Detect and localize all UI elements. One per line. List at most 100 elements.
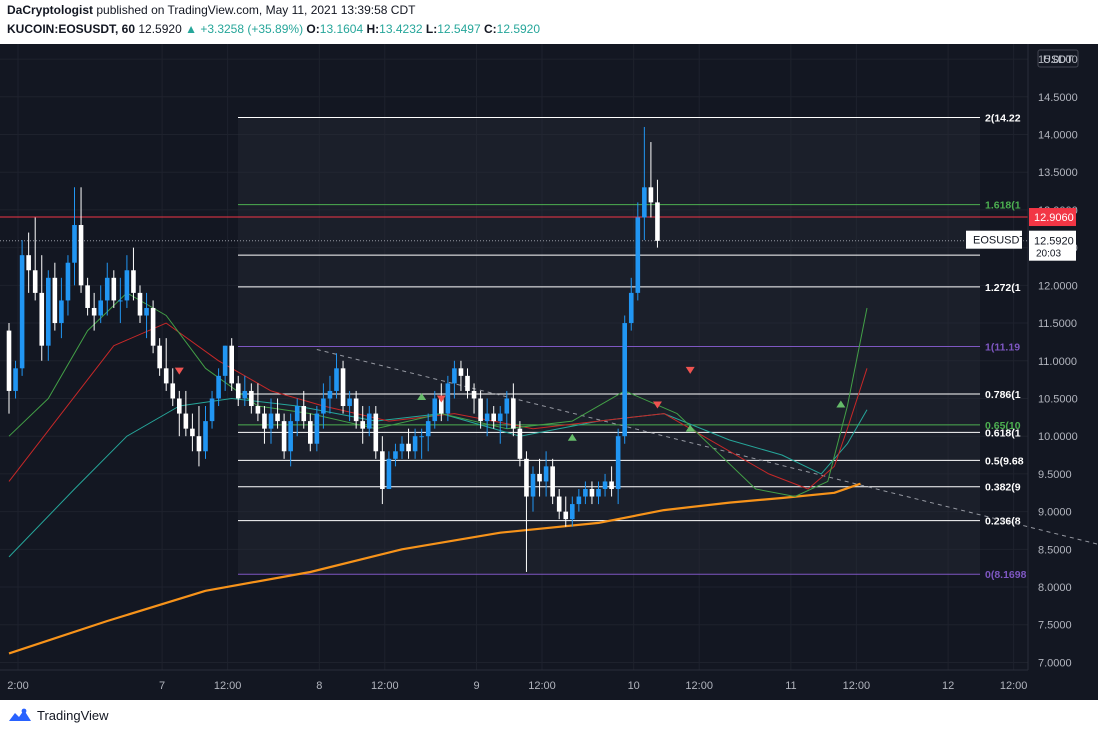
high-value: 13.4232 [379,22,423,36]
fib-level-label: 0.786(1 [985,389,1021,401]
candle-body [59,300,64,324]
candle-body [98,300,103,316]
publish-text: published on TradingView.com, May 11, 20… [96,3,416,17]
candle-body [497,413,503,422]
y-tick-label: 8.5000 [1038,544,1072,556]
candle [399,436,405,459]
y-tick-label: 13.5000 [1038,167,1078,179]
candle [360,406,365,444]
tradingview-branding[interactable]: TradingView [8,707,109,723]
sell-signal-arrow [436,395,446,403]
candle [340,360,346,414]
candle-body [32,270,38,293]
y-tick-label: 9.0000 [1038,507,1072,519]
candle-body [170,383,176,399]
candle-body [6,330,12,391]
candle [46,270,51,361]
candle [524,451,529,572]
x-tick-label: 9 [473,680,479,692]
fib-level-label: 1(11.19 [985,341,1020,353]
candle-body [504,398,510,414]
candle [262,406,267,444]
candle [497,406,503,444]
candle [563,496,569,527]
candle [177,390,182,437]
candle-body [104,277,110,301]
fib-extension[interactable]: 2(14.22 1.618(1 1.272(1 1(11.19 0.786(1 0.65(… [0,113,1098,582]
candle-body [622,323,627,437]
time-axis[interactable]: 2:00 7 12:00 8 12:00 9 12:00 10 12:00 11 12:00 12 12… [0,669,1028,692]
fib-level-label: 0.382(9 [985,482,1021,494]
candle [294,398,300,437]
last-price-label: 12.5920 [1034,236,1074,248]
sell-signal-arrow [652,401,662,409]
candle [543,451,549,497]
candle [209,390,215,429]
symbol-tag-label: EOSUSDT [973,235,1026,247]
candle [144,292,149,339]
candle [589,481,595,505]
candles [6,126,660,572]
candle-body [52,277,58,324]
candle-body [465,375,470,391]
candle [465,368,470,399]
candle [190,413,195,452]
candle [19,240,25,376]
x-tick-label: 12:00 [1000,680,1028,692]
candle-body [65,262,71,301]
candle-body [556,496,562,512]
chart-background [0,44,1098,700]
buy-signal-arrow [685,424,695,432]
candle [249,383,254,414]
candle [556,488,562,520]
candle-body [235,383,241,399]
candle [484,398,490,437]
y-tick-label: 8.0000 [1038,582,1072,594]
candle-body [144,307,149,316]
candle-body [530,473,536,497]
candle-body [471,390,477,399]
symbol-info-line: KUCOIN:EOSUSDT, 60 12.5920 ▲ +3.3258 (+3… [7,22,540,36]
candle-body [419,436,424,438]
candle-body [157,345,162,369]
candle [327,375,333,414]
fib-zone [238,117,980,575]
candle [91,292,97,331]
candle [537,458,542,497]
candle-body [432,398,438,422]
candle [242,375,248,407]
horizontal-line-price-label: 12.9060 [1034,212,1074,224]
y-tick-label: 7.0000 [1038,657,1072,669]
candle-body [524,458,529,497]
candle-body [294,406,300,422]
candle [131,247,136,301]
candle [308,413,313,452]
candle [550,458,555,505]
price-chart[interactable]: 2(14.22 1.618(1 1.272(1 1(11.19 0.786(1 0.65(… [0,44,1098,700]
y-tick-label: 10.0000 [1038,431,1078,443]
candle [104,262,110,316]
candle [183,390,189,437]
buy-signal-arrow [567,433,577,441]
candle [602,473,608,497]
open-value: 13.1604 [319,22,364,36]
candle [530,466,536,512]
candle-body [439,398,444,414]
candle-body [19,255,25,369]
candle [478,390,483,429]
candle [491,406,496,429]
price-axis[interactable]: USDT 7.0000 7.5000 8.0000 8.5000 9.0000 9.500… [1027,44,1079,670]
buy-signal-arrow [417,392,427,400]
candle [6,323,12,414]
candle [471,383,477,414]
candle [622,315,627,444]
candle-body [366,413,372,429]
currency-badge[interactable] [1037,49,1079,68]
candle [26,232,31,293]
close-value: 12.5920 [496,22,541,36]
candle-body [517,428,523,459]
candle-body [255,406,261,414]
candle [170,368,176,407]
x-tick-label: 12 [942,680,954,692]
candle [222,345,228,391]
